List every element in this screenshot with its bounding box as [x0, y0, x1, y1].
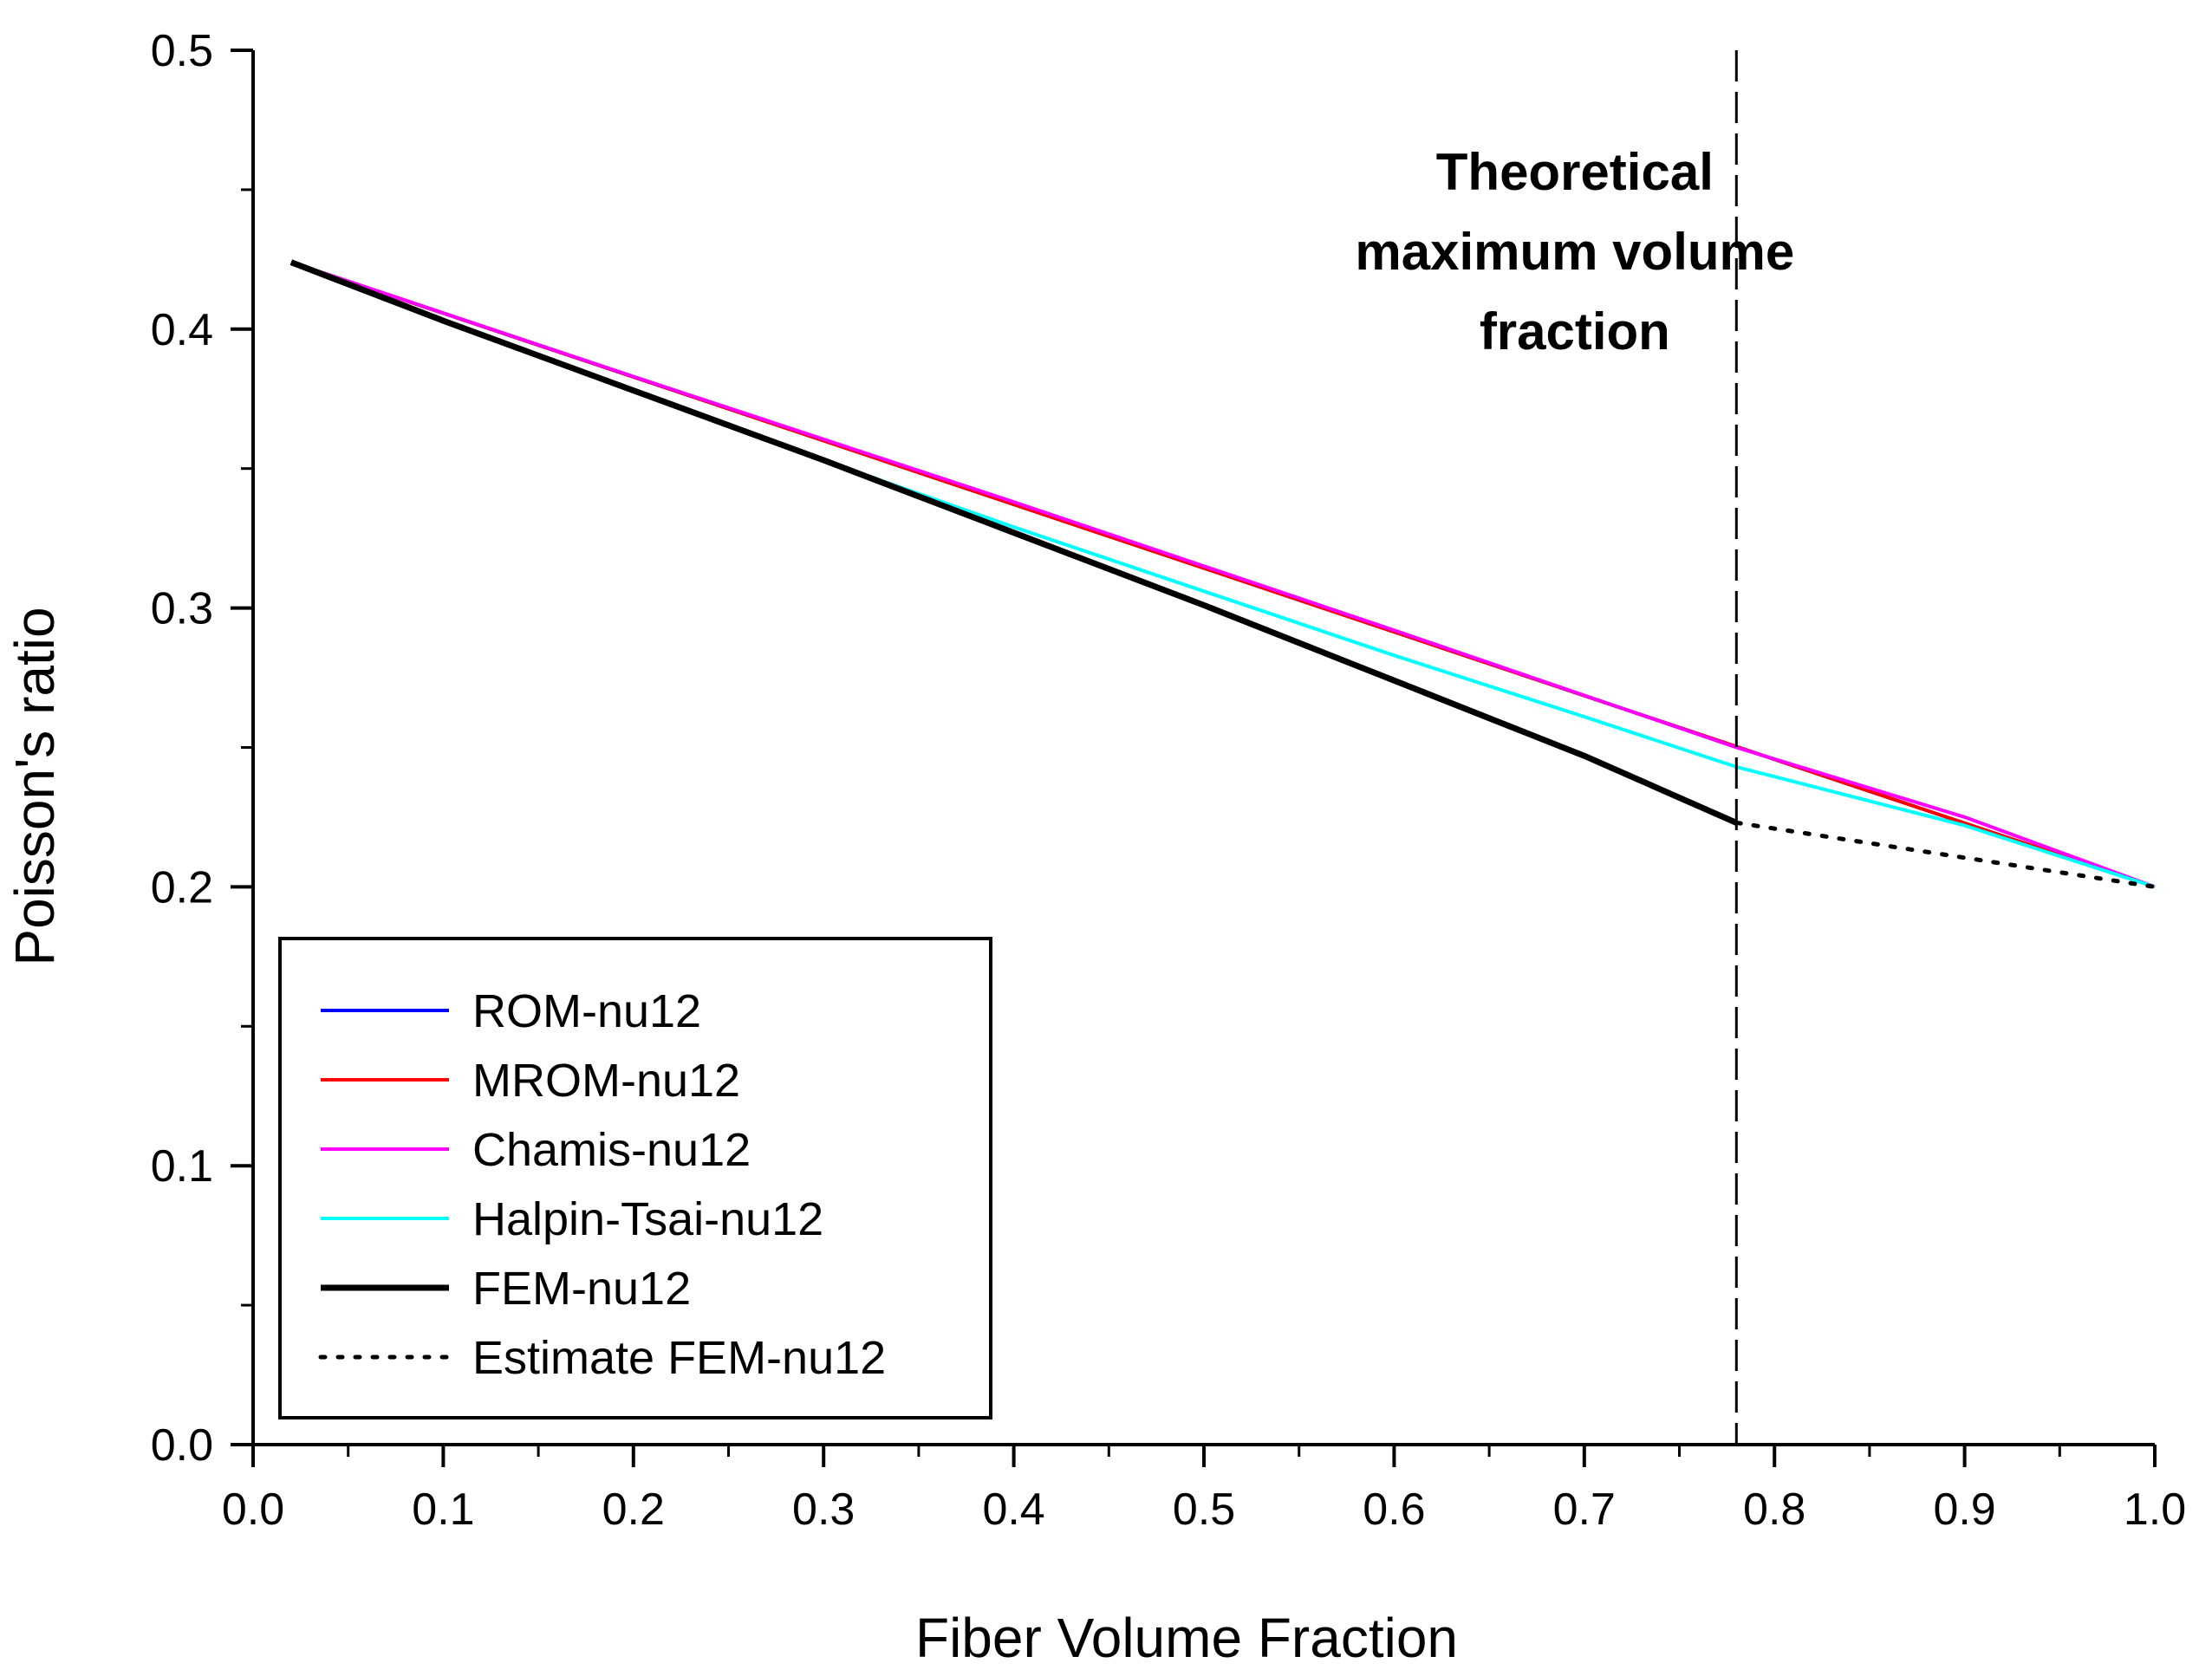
x-tick-label: 0.3 — [792, 1484, 855, 1535]
chart-legend: ROM-nu12 MROM-nu12 Chamis-nu12 Halpin-Tsai-… — [278, 937, 992, 1419]
legend-label: Chamis-nu12 — [472, 1124, 751, 1176]
x-tick-label: 0.5 — [1173, 1484, 1235, 1535]
x-tick-label: 1.0 — [2124, 1484, 2186, 1535]
x-tick-label: 0.0 — [222, 1484, 284, 1535]
legend-box — [278, 937, 992, 1419]
y-tick-label: 0.0 — [151, 1420, 213, 1471]
x-tick-label: 0.9 — [1933, 1484, 1995, 1535]
x-tick-label: 0.2 — [602, 1484, 665, 1535]
y-tick-label: 0.4 — [151, 305, 213, 355]
x-tick-label: 0.7 — [1553, 1484, 1616, 1535]
legend-label: Estimate FEM-nu12 — [472, 1332, 886, 1384]
y-tick-label: 0.1 — [151, 1141, 213, 1192]
chart-ticks: 0.0 0.1 0.2 0.3 0.4 0.5 0.6 0.7 0.8 0.9 1.0 0.0 0.1 0… — [151, 26, 2186, 1535]
y-tick-label: 0.5 — [151, 26, 213, 76]
series-line-chamis-nu12 — [290, 260, 2156, 889]
chart-annotations: Theoretical maximum volume fraction — [1355, 50, 1794, 1445]
legend-label: MROM-nu12 — [472, 1055, 740, 1107]
series-line-fem-nu12 — [290, 259, 1738, 826]
legend-label: ROM-nu12 — [472, 985, 701, 1037]
x-tick-label: 0.4 — [982, 1484, 1044, 1535]
legend-label: FEM-nu12 — [472, 1263, 691, 1315]
y-tick-label: 0.2 — [151, 862, 213, 913]
annotation-line: Theoretical — [1436, 143, 1714, 201]
legend-label: Halpin-Tsai-nu12 — [472, 1193, 823, 1245]
x-tick-label: 0.8 — [1743, 1484, 1805, 1535]
y-axis-title: Poisson's ratio — [3, 607, 66, 965]
y-tick-label: 0.3 — [151, 584, 213, 634]
annotation-line: fraction — [1480, 302, 1670, 361]
x-tick-label: 0.1 — [412, 1484, 474, 1535]
x-tick-label: 0.6 — [1363, 1484, 1425, 1535]
series-line-estimate-fem-nu12 — [1734, 820, 2157, 889]
theoretical-max-annotation: Theoretical maximum volume fraction — [1355, 143, 1794, 361]
annotation-line: maximum volume — [1355, 223, 1794, 281]
x-axis-title: Fiber Volume Fraction — [915, 1607, 1458, 1669]
chart-series — [290, 259, 2157, 889]
